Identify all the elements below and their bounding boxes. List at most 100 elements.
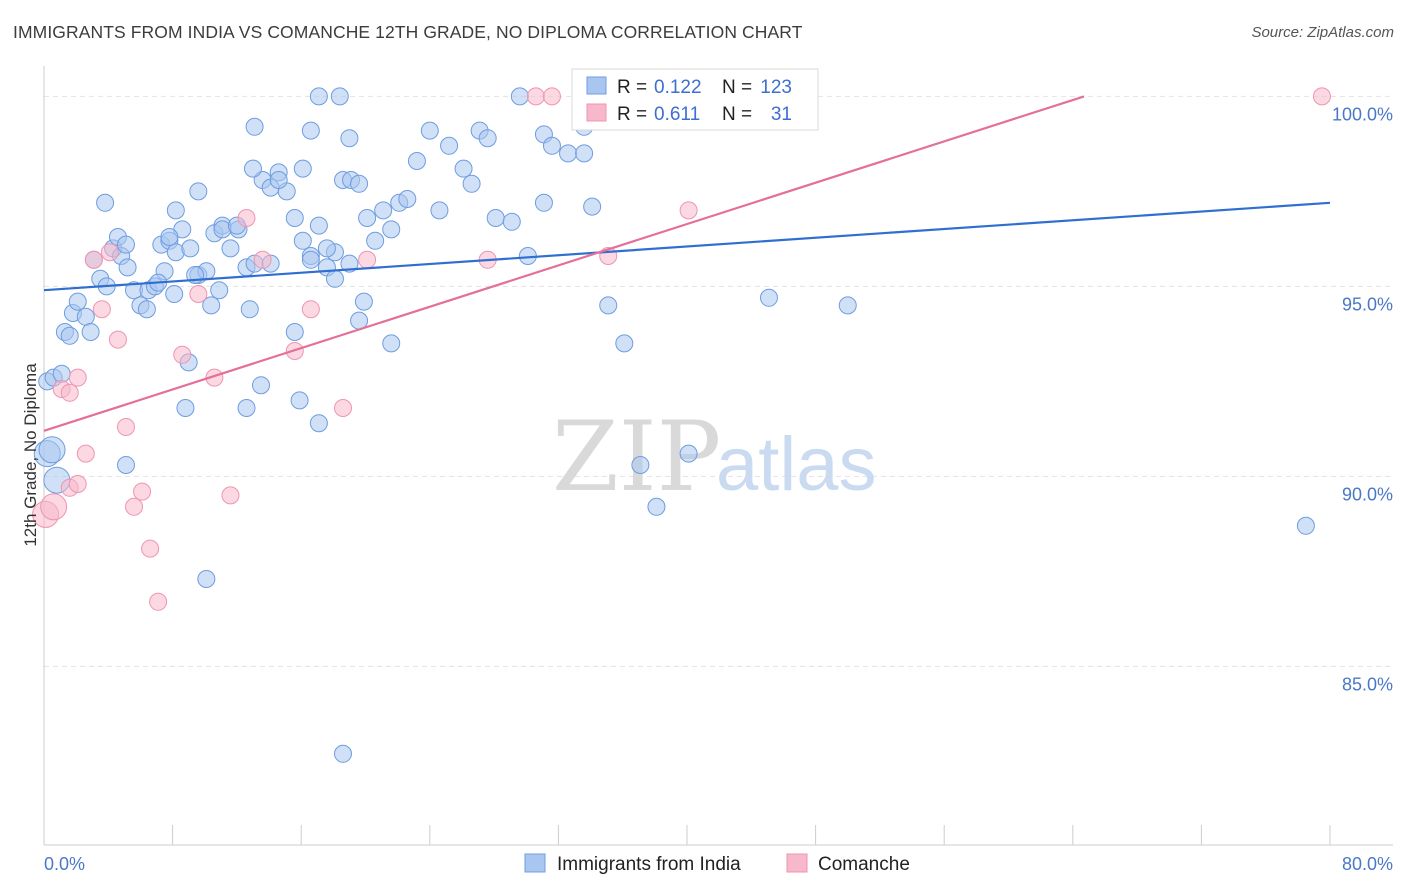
- data-point-comanche: [133, 482, 152, 501]
- y-tick-label: 85.0%: [1342, 674, 1393, 694]
- legend-stats: R = 0.122 N = 123 R = 0.611 N = 31: [571, 68, 819, 131]
- data-point-india: [354, 292, 373, 311]
- data-point-india: [52, 364, 71, 383]
- data-point-india: [245, 117, 264, 136]
- data-point-comanche: [253, 250, 272, 269]
- y-tick-label: 95.0%: [1342, 294, 1393, 314]
- data-point-india: [116, 235, 135, 254]
- data-point-india: [486, 209, 505, 227]
- data-point-india: [440, 136, 459, 155]
- data-point-india: [96, 193, 115, 212]
- data-point-india: [118, 258, 137, 277]
- series-comanche-points: [32, 87, 1331, 611]
- data-point-comanche: [100, 243, 119, 262]
- data-point-india: [68, 292, 87, 311]
- data-point-india: [340, 129, 359, 148]
- data-point-comanche: [116, 418, 135, 436]
- data-point-india: [309, 414, 328, 433]
- legend-bottom-label-india: Immigrants from India: [557, 854, 741, 875]
- data-point-india: [181, 239, 200, 258]
- data-point-india: [137, 300, 156, 319]
- data-point-india: [631, 456, 650, 474]
- data-point-india: [350, 174, 369, 193]
- trend-line-comanche: [43, 95, 1085, 432]
- data-point-india: [647, 497, 666, 516]
- data-point-india: [285, 209, 304, 227]
- data-point-comanche: [76, 444, 95, 463]
- legend-n-label-india: N =: [722, 77, 752, 98]
- legend-bottom-swatch-india: [524, 853, 546, 873]
- data-point-india: [165, 285, 184, 303]
- data-point-india: [301, 250, 320, 269]
- data-point-comanche: [141, 539, 160, 558]
- data-point-india: [838, 296, 857, 315]
- watermark-atlas: atlas: [716, 422, 877, 507]
- legend-r-label-comanche: R =: [617, 104, 647, 125]
- data-point-comanche: [679, 201, 698, 220]
- data-point-comanche: [60, 383, 79, 402]
- watermark: ZIP atlas: [552, 401, 877, 513]
- data-point-india: [176, 399, 195, 417]
- data-point-comanche: [173, 345, 192, 364]
- data-point-india: [202, 296, 221, 315]
- y-tick-label: 100.0%: [1332, 104, 1393, 124]
- data-point-comanche: [84, 250, 103, 269]
- data-point-comanche: [125, 497, 144, 516]
- legend-stats-box: [571, 68, 819, 131]
- data-point-india: [615, 334, 634, 353]
- data-point-india: [309, 216, 328, 235]
- data-point-comanche: [301, 300, 320, 319]
- legend-swatch-comanche: [586, 103, 607, 122]
- data-point-comanche: [108, 330, 127, 349]
- legend-n-label-comanche: N =: [722, 104, 752, 125]
- data-point-india: [502, 212, 521, 231]
- legend-n-value-india: 123: [760, 77, 792, 98]
- source-label: Source: ZipAtlas.com: [1251, 24, 1394, 41]
- data-point-india: [309, 87, 328, 106]
- data-point-india: [81, 323, 100, 341]
- data-point-india: [293, 231, 312, 250]
- data-point-india: [197, 570, 216, 588]
- y-axis-title: 12th Grade, No Diploma: [21, 363, 40, 547]
- data-point-comanche: [68, 475, 87, 493]
- data-point-india: [534, 193, 553, 212]
- chart-title: IMMIGRANTS FROM INDIA VS COMANCHE 12TH G…: [13, 22, 803, 42]
- grid-lines: [44, 95, 1393, 667]
- data-point-india: [252, 376, 271, 395]
- trend-lines: [43, 95, 1331, 432]
- data-point-india: [454, 159, 473, 178]
- data-point-india: [679, 444, 698, 463]
- data-point-india: [293, 159, 312, 178]
- data-point-india: [583, 197, 602, 216]
- data-point-india: [420, 121, 439, 140]
- data-point-india: [430, 201, 449, 220]
- data-point-comanche: [333, 399, 352, 417]
- legend-swatch-india: [586, 76, 607, 95]
- data-point-india: [382, 220, 401, 239]
- data-point-india: [478, 129, 497, 148]
- data-point-india: [285, 323, 304, 341]
- legend-r-value-india: 0.122: [654, 77, 702, 98]
- data-point-india: [210, 281, 229, 300]
- data-point-comanche: [526, 87, 545, 106]
- data-point-comanche: [40, 493, 68, 521]
- data-point-comanche: [1312, 87, 1331, 106]
- data-point-india: [559, 144, 578, 163]
- data-point-comanche: [92, 300, 111, 319]
- y-tick-label: 90.0%: [1342, 484, 1393, 504]
- data-point-india: [116, 456, 135, 474]
- data-point-comanche: [189, 285, 208, 303]
- data-point-india: [759, 288, 778, 307]
- data-point-india: [221, 239, 240, 258]
- data-point-comanche: [149, 592, 168, 611]
- legend-r-label-india: R =: [617, 77, 647, 98]
- data-point-india: [243, 159, 262, 178]
- data-point-india: [542, 136, 561, 155]
- data-point-india: [374, 201, 393, 220]
- data-point-india: [407, 152, 426, 170]
- data-point-india: [366, 231, 385, 250]
- data-point-comanche: [542, 87, 561, 106]
- data-point-india: [462, 174, 481, 193]
- data-point-india: [166, 201, 185, 220]
